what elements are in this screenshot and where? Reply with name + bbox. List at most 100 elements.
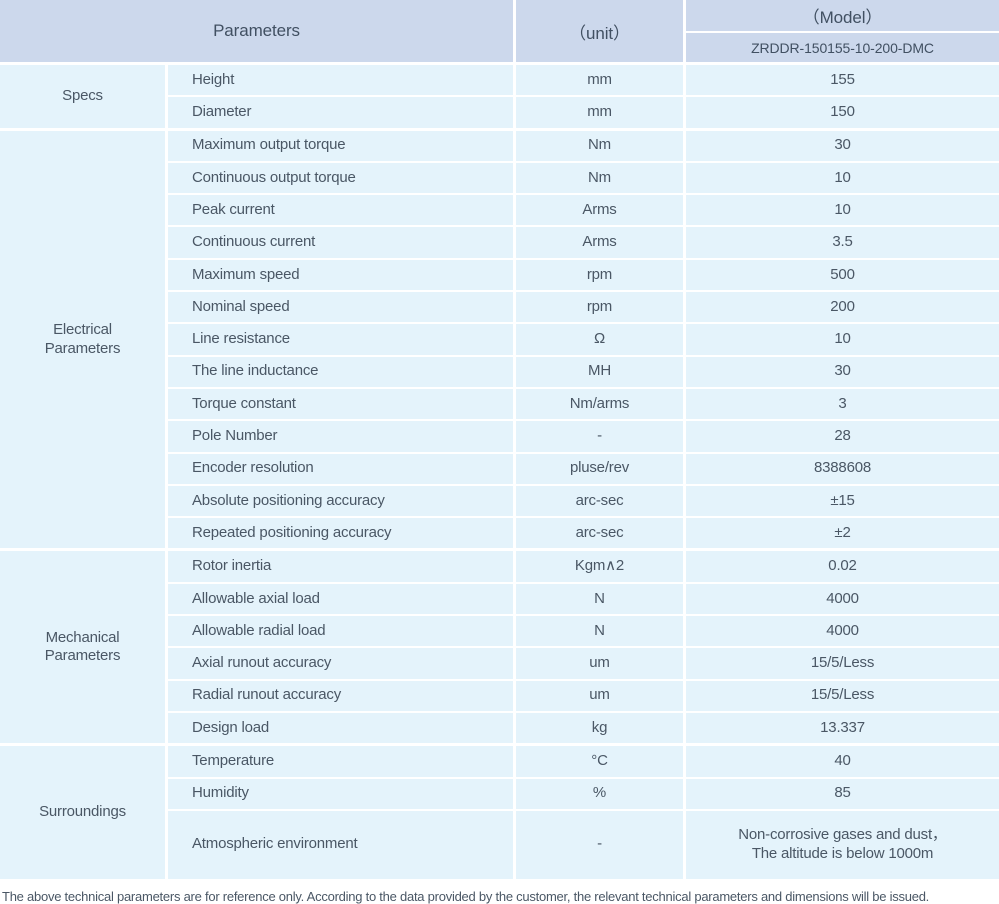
value-cell: 4000 <box>686 616 999 647</box>
category-label: Mechanical Parameters <box>44 628 121 665</box>
table-row: Line resistance Ω 10 <box>168 322 999 355</box>
value-cell: 85 <box>686 778 999 809</box>
unit-cell: arc-sec <box>516 485 683 517</box>
table-row: Allowable axial load N 4000 <box>168 581 999 615</box>
parameter-name-cell: Nominal speed <box>168 292 513 323</box>
value-line-1: 10 <box>834 200 851 218</box>
value-cell: 28 <box>686 421 999 452</box>
parameter-name-cell: Allowable radial load <box>168 616 513 647</box>
parameter-name-cell: Humidity <box>168 778 513 809</box>
unit-cell: mm <box>516 97 683 128</box>
value-line-1: 155 <box>830 70 855 88</box>
rows-electrical: Maximum output torque Nm 30 Continuous o… <box>168 130 999 549</box>
rows-mechanical: Rotor inertia Kgm∧2 0.02 Allowable axial… <box>168 551 999 744</box>
table-row: Encoder resolution pluse/rev 8388608 <box>168 451 999 484</box>
value-line-1: 4000 <box>826 589 859 607</box>
parameter-name-cell: Line resistance <box>168 324 513 355</box>
value-line-1: 30 <box>834 362 851 380</box>
value-cell: 10 <box>686 162 999 194</box>
parameter-name-cell: Maximum speed <box>168 259 513 291</box>
parameter-name-cell: The line inductance <box>168 356 513 387</box>
value-cell: 0.02 <box>686 551 999 582</box>
value-cell: 200 <box>686 292 999 323</box>
unit-cell: kg <box>516 712 683 744</box>
value-cell: 3 <box>686 388 999 420</box>
value-cell: 4000 <box>686 583 999 615</box>
unit-cell: Nm/arms <box>516 388 683 420</box>
section-electrical-parameters: Electrical Parameters Maximum output tor… <box>0 130 999 549</box>
unit-cell: MH <box>516 356 683 387</box>
table-row: Maximum speed rpm 500 <box>168 257 999 291</box>
parameter-name-cell: Radial runout accuracy <box>168 680 513 711</box>
unit-cell: um <box>516 680 683 711</box>
header-parameters: Parameters <box>0 0 513 62</box>
table-row: Continuous output torque Nm 10 <box>168 160 999 194</box>
category-label: Specs <box>62 86 103 104</box>
category-cell-electrical: Electrical Parameters <box>0 130 165 549</box>
unit-cell: Arms <box>516 227 683 258</box>
header-model-value-cell: ZRDDR-150155-10-200-DMC <box>686 33 999 62</box>
parameter-name-cell: Allowable axial load <box>168 583 513 615</box>
value-line-1: Non-corrosive gases and dust， <box>738 826 947 844</box>
parameter-name-cell: Continuous output torque <box>168 162 513 194</box>
value-line-1: 0.02 <box>828 557 857 575</box>
parameter-name-cell: Continuous current <box>168 227 513 258</box>
model-number: ZRDDR-150155-10-200-DMC <box>751 39 934 56</box>
value-cell: 15/5/Less <box>686 648 999 679</box>
value-cell: 30 <box>686 130 999 161</box>
table-row: Humidity % 85 <box>168 776 999 809</box>
table-row: Axial runout accuracy um 15/5/Less <box>168 646 999 679</box>
table-row: Temperature °C 40 <box>168 746 999 777</box>
value-cell: 150 <box>686 97 999 128</box>
category-cell-mechanical: Mechanical Parameters <box>0 551 165 744</box>
header-model: （Model） ZRDDR-150155-10-200-DMC <box>686 0 999 62</box>
value-line-1: ±2 <box>834 523 851 541</box>
value-line-1: 8388608 <box>814 459 871 477</box>
section-surroundings: Surroundings Temperature °C 40 Humidity … <box>0 746 999 879</box>
unit-cell: N <box>516 583 683 615</box>
table-row: Allowable radial load N 4000 <box>168 614 999 647</box>
value-cell: 40 <box>686 746 999 777</box>
table-row: Diameter mm 150 <box>168 95 999 128</box>
unit-cell: N <box>516 616 683 647</box>
table-row: Nominal speed rpm 200 <box>168 290 999 323</box>
header-model-label: （Model） <box>802 8 883 27</box>
unit-cell: arc-sec <box>516 518 683 549</box>
parameter-name-cell: Height <box>168 65 513 96</box>
value-line-1: 3 <box>838 394 847 412</box>
footer-note: The above technical parameters are for r… <box>2 888 930 904</box>
parameter-name-cell: Design load <box>168 712 513 744</box>
spec-table: Parameters （unit） （Model） ZRDDR-150155-1… <box>0 0 999 879</box>
parameter-name-cell: Pole Number <box>168 421 513 452</box>
parameter-name-cell: Maximum output torque <box>168 130 513 161</box>
category-label: Surroundings <box>39 803 126 821</box>
table-header: Parameters （unit） （Model） ZRDDR-150155-1… <box>0 0 999 62</box>
parameter-name-cell: Rotor inertia <box>168 551 513 582</box>
table-row: Absolute positioning accuracy arc-sec ±1… <box>168 483 999 517</box>
category-label: Electrical Parameters <box>44 320 121 357</box>
value-line-1: 3.5 <box>832 233 853 251</box>
parameter-name-cell: Encoder resolution <box>168 453 513 484</box>
table-row: Design load kg 13.337 <box>168 710 999 744</box>
parameter-name-cell: Diameter <box>168 97 513 128</box>
value-cell: 15/5/Less <box>686 680 999 711</box>
value-line-1: 40 <box>834 752 851 769</box>
category-cell-specs: Specs <box>0 65 165 128</box>
value-line-1: 15/5/Less <box>810 686 875 704</box>
rows-surroundings: Temperature °C 40 Humidity % 85 Atmosphe… <box>168 746 999 879</box>
table-row: Radial runout accuracy um 15/5/Less <box>168 678 999 711</box>
value-line-1: 500 <box>830 265 855 283</box>
value-line-1: 15/5/Less <box>810 654 875 672</box>
value-cell: ±2 <box>686 518 999 549</box>
table-row: Rotor inertia Kgm∧2 0.02 <box>168 551 999 582</box>
unit-cell: °C <box>516 746 683 777</box>
section-mechanical-parameters: Mechanical Parameters Rotor inertia Kgm∧… <box>0 551 999 744</box>
unit-cell: Arms <box>516 195 683 226</box>
table-row: Continuous current Arms 3.5 <box>168 225 999 258</box>
category-cell-surroundings: Surroundings <box>0 746 165 879</box>
value-line-1: 13.337 <box>820 718 865 736</box>
value-cell: 13.337 <box>686 712 999 744</box>
parameter-name-cell: Absolute positioning accuracy <box>168 485 513 517</box>
table-row: Torque constant Nm/arms 3 <box>168 386 999 420</box>
